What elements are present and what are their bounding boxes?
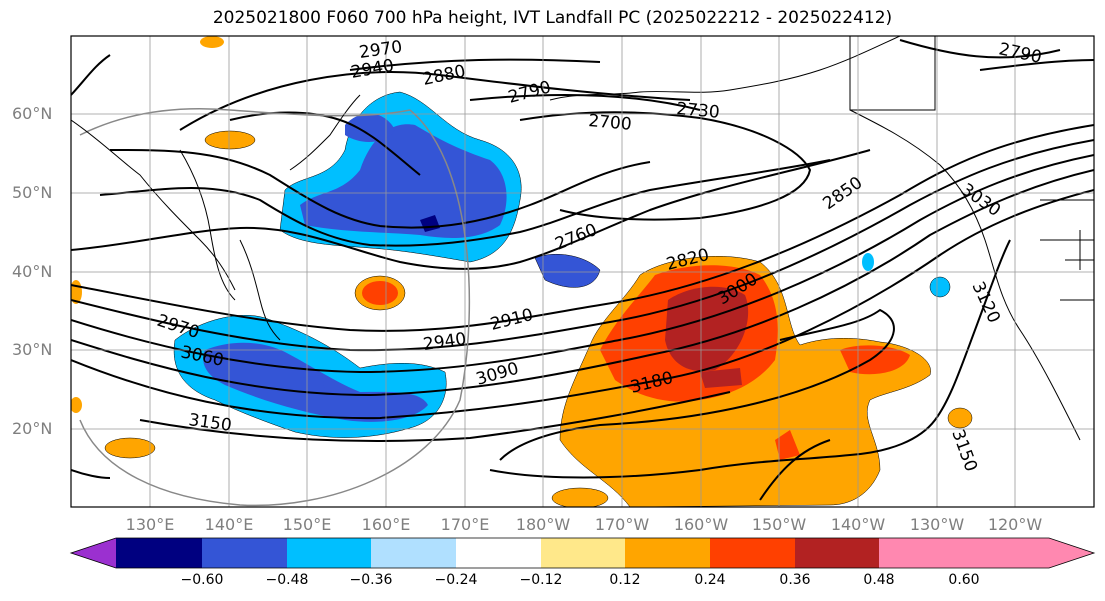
- lon-label: 130°W: [909, 515, 965, 534]
- map-frame: [70, 35, 1095, 508]
- colorbar-tick: 0.12: [609, 572, 641, 588]
- height-contours: [71, 39, 1094, 501]
- lon-label: 170°E: [440, 515, 490, 534]
- contour-label: 2940: [349, 56, 395, 83]
- contour-label: 3120: [967, 279, 1003, 327]
- domain-circle: [79, 109, 471, 507]
- colorbar-segment: [879, 538, 964, 568]
- colorbar-segment: [202, 538, 287, 568]
- gridlines: [71, 36, 1094, 507]
- contour-label: 2730: [676, 99, 721, 123]
- lon-label: 160°E: [361, 515, 411, 534]
- lat-label: 50°N: [12, 183, 53, 202]
- domain-circle-top: [79, 107, 411, 136]
- lat-label: 40°N: [12, 262, 53, 281]
- contour-label: 2940: [422, 329, 468, 355]
- colorbar-tick: 0.24: [694, 572, 726, 588]
- colorbar-tick: −0.36: [349, 572, 393, 588]
- contour-label: 3150: [947, 427, 981, 474]
- colorbar-segment: [541, 538, 625, 568]
- colorbar-tick: −0.12: [519, 572, 563, 588]
- lat-label: 60°N: [12, 104, 53, 123]
- colorbar: [69, 537, 1096, 569]
- contour-label: 2700: [588, 111, 633, 135]
- lat-label: 30°N: [12, 340, 53, 359]
- negative-anomaly-north: [279, 91, 601, 288]
- colorbar-tick: 0.60: [948, 572, 980, 588]
- lat-label: 20°N: [12, 419, 53, 438]
- colorbar-tick: 0.36: [779, 572, 811, 588]
- colorbar-extend-max: [964, 538, 1094, 568]
- small-anomaly-patches: [71, 36, 973, 507]
- contour-label: 2850: [819, 173, 866, 214]
- lon-label: 170°W: [594, 515, 650, 534]
- colorbar-segment: [456, 538, 541, 568]
- lon-label: 180°W: [515, 515, 571, 534]
- contour-label: 2790: [997, 39, 1043, 68]
- colorbar-segment: [625, 538, 710, 568]
- colorbar-segment: [371, 538, 456, 568]
- colorbar-outline: [69, 537, 1096, 569]
- colorbar-segment: [116, 538, 202, 568]
- map-title: 2025021800 F060 700 hPa height, IVT Land…: [212, 8, 893, 28]
- negative-anomaly-south: [173, 315, 447, 438]
- colorbar-extend-min: [71, 538, 116, 568]
- colorbar-tick: −0.48: [265, 572, 309, 588]
- lon-label: 120°W: [987, 515, 1043, 534]
- contour-label: 3150: [187, 410, 233, 436]
- colorbar-tick: 0.48: [863, 572, 895, 588]
- lon-label: 140°W: [830, 515, 886, 534]
- colorbar-tick: −0.24: [434, 572, 478, 588]
- coastlines: [71, 36, 1094, 441]
- lon-label: 150°W: [751, 515, 807, 534]
- colorbar-segment: [287, 538, 371, 568]
- contour-label: 2880: [421, 61, 467, 90]
- lon-label: 150°E: [282, 515, 332, 534]
- lon-label: 160°W: [673, 515, 729, 534]
- lon-label: 130°E: [125, 515, 175, 534]
- contour-label: 3030: [957, 180, 1004, 221]
- colorbar-segment: [710, 538, 795, 568]
- colorbar-segment: [795, 538, 879, 568]
- lon-label: 140°E: [204, 515, 254, 534]
- contour-label: 2760: [552, 220, 600, 255]
- contour-label: 2910: [488, 305, 535, 335]
- colorbar-tick: −0.60: [180, 572, 224, 588]
- contour-label: 2790: [506, 77, 553, 108]
